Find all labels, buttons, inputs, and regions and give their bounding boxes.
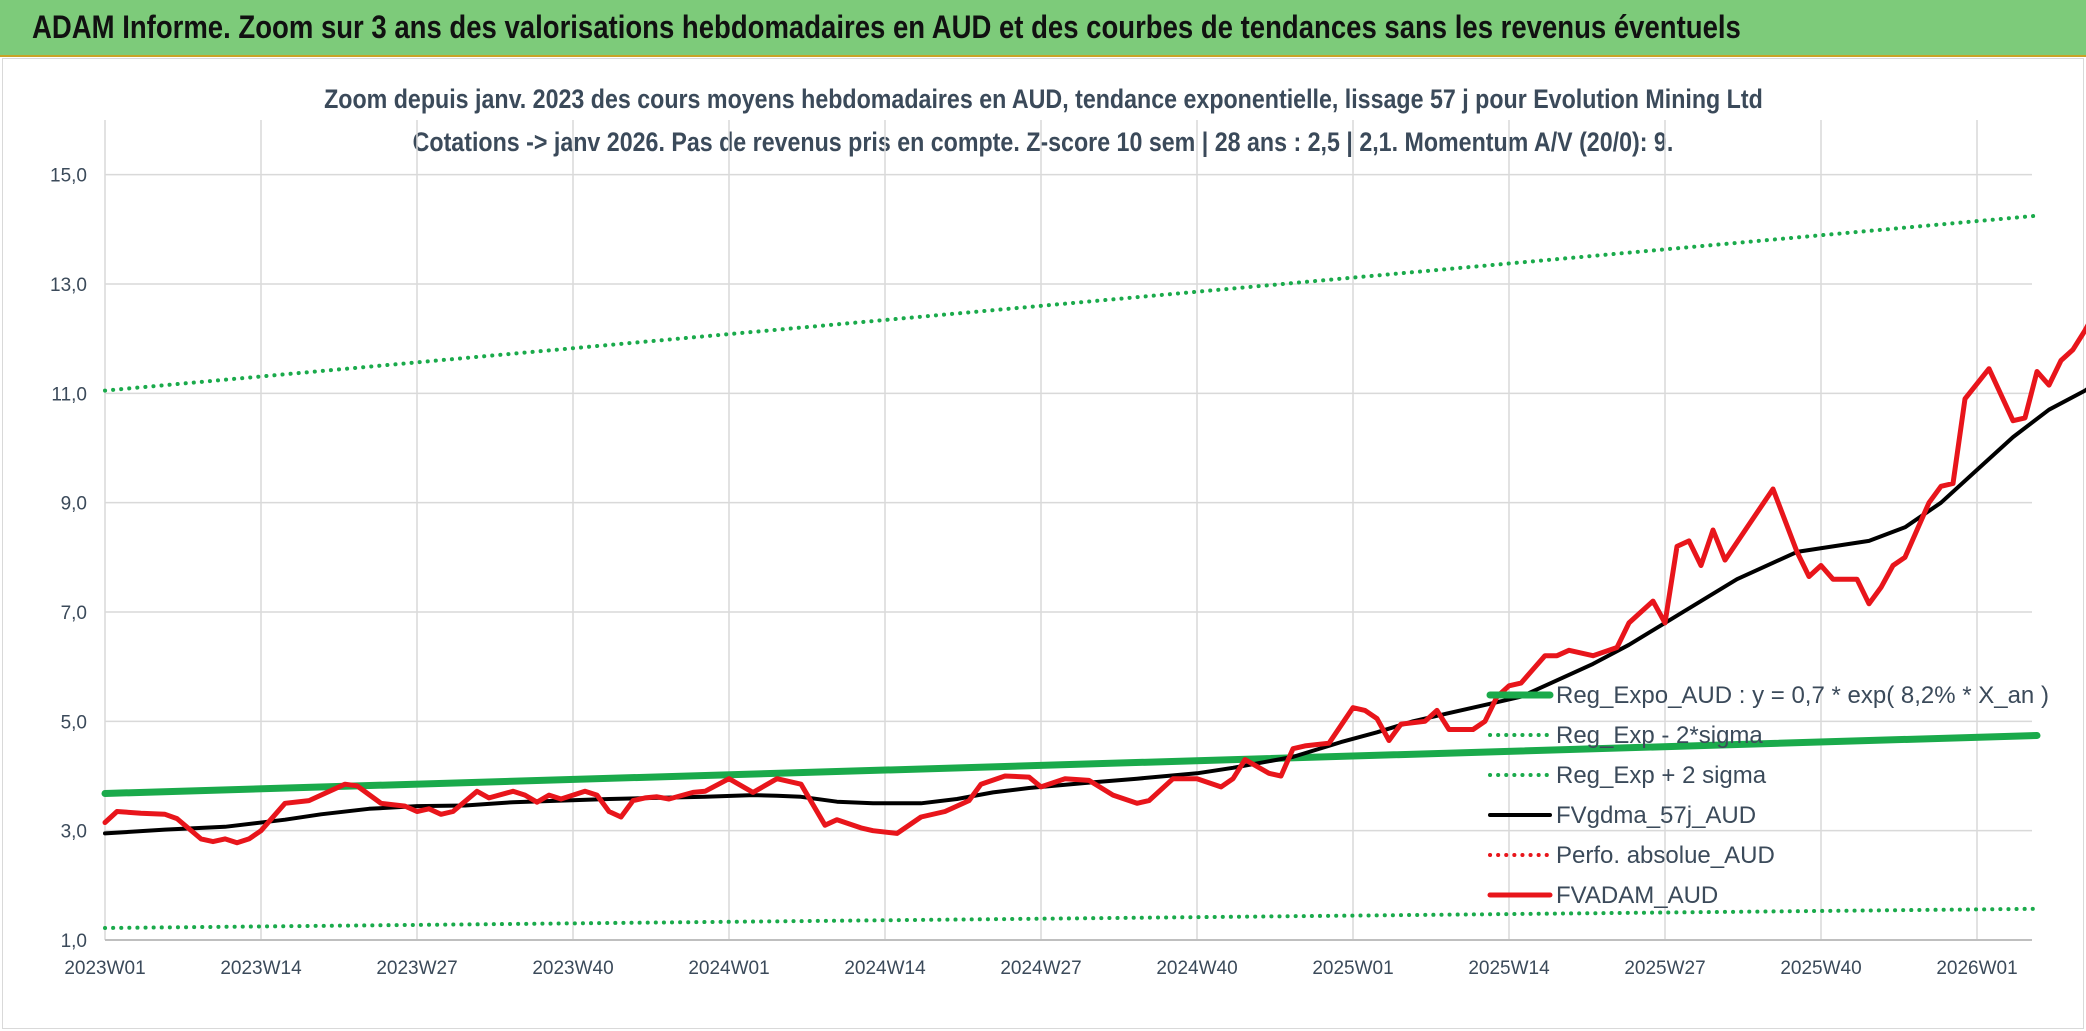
- series-line-5: [102, 323, 2086, 846]
- x-tick-label: 2025W01: [1312, 958, 1393, 979]
- report-title: ADAM Informe. Zoom sur 3 ans des valoris…: [32, 9, 1741, 45]
- chart-title: Zoom depuis janv. 2023 des cours moyens …: [323, 84, 1763, 114]
- legend-label: Reg_Exp + 2 sigma: [1556, 762, 1767, 789]
- y-tick-label: 15,0: [50, 166, 87, 187]
- chart-subtitle: Cotations -> janv 2026. Pas de revenus p…: [412, 127, 1674, 157]
- legend-label: Reg_Exp - 2*sigma: [1556, 722, 1763, 749]
- series-line-0: [101, 732, 2041, 797]
- y-tick-label: 1,0: [61, 931, 87, 952]
- legend-label: Perfo. absolue_AUD: [1556, 842, 1775, 869]
- x-tick-label: 2023W27: [376, 958, 457, 979]
- series-line-2: [103, 213, 2039, 393]
- x-tick-label: 2024W40: [1156, 958, 1237, 979]
- report-banner: ADAM Informe. Zoom sur 3 ans des valoris…: [0, 0, 2086, 57]
- x-tick-label: 2024W14: [844, 958, 926, 979]
- x-tick-label: 2025W27: [1624, 958, 1705, 979]
- y-tick-label: 13,0: [50, 275, 87, 296]
- y-tick-label: 11,0: [51, 384, 87, 405]
- x-tick-label: 2024W27: [1000, 958, 1081, 979]
- x-tick-label: 2025W14: [1468, 958, 1550, 979]
- x-tick-label: 2023W40: [532, 958, 613, 979]
- series-line-3: [103, 387, 2086, 836]
- y-tick-label: 7,0: [61, 603, 87, 624]
- legend: Reg_Expo_AUD : y = 0,7 * exp( 8,2% * X_a…: [1486, 682, 2049, 909]
- x-tick-label: 2023W14: [220, 958, 302, 979]
- series-group: [101, 213, 2086, 930]
- legend-label: Reg_Expo_AUD : y = 0,7 * exp( 8,2% * X_a…: [1556, 682, 2049, 709]
- y-tick-label: 9,0: [61, 494, 87, 515]
- legend-label: FVgdma_57j_AUD: [1556, 802, 1756, 829]
- x-tick-label: 2026W01: [1936, 958, 2017, 979]
- x-tick-label: 2025W40: [1780, 958, 1861, 979]
- legend-label: FVADAM_AUD: [1556, 882, 1718, 909]
- chart-frame: [2, 58, 2084, 1029]
- x-tick-label: 2024W01: [688, 958, 769, 979]
- y-tick-label: 5,0: [61, 712, 87, 733]
- axes: 1,0 3,0 5,0 7,0 9,0 11,0 13,0 15,0 2023W01 2023W1…: [50, 166, 2032, 979]
- series-line-1: [103, 906, 2039, 930]
- y-tick-label: 3,0: [61, 822, 87, 843]
- x-tick-label: 2023W01: [64, 958, 145, 979]
